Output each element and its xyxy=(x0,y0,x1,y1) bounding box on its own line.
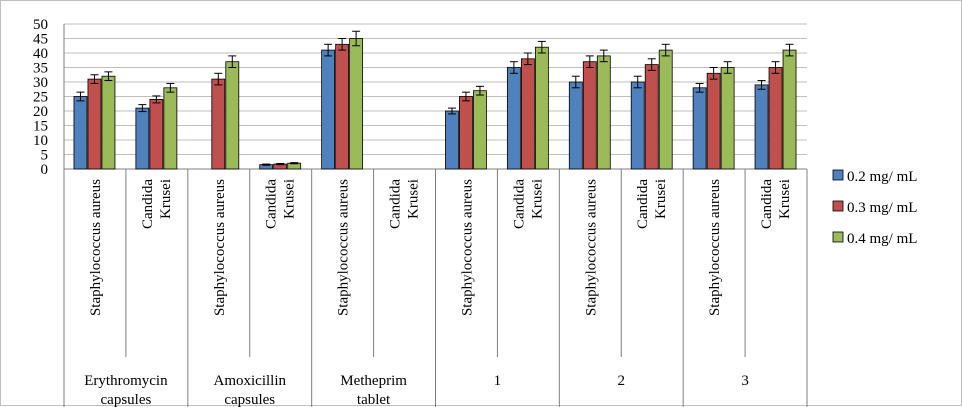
y-tick-label: 20 xyxy=(33,104,48,120)
bar xyxy=(754,84,769,170)
bar xyxy=(149,99,164,170)
group-label: Erythromycin xyxy=(84,373,168,389)
bar xyxy=(706,72,721,170)
bar xyxy=(534,46,549,170)
y-tick-label: 15 xyxy=(33,119,48,135)
legend: 0.2 mg/ mL 0.3 mg/ mL 0.4 mg/ mL xyxy=(832,169,917,247)
category-label-line: Candida xyxy=(264,179,280,229)
category-label-line: Krusei xyxy=(777,179,793,219)
bar xyxy=(568,81,583,170)
gridlines xyxy=(64,23,807,170)
bar xyxy=(582,61,597,170)
y-tick-label: 50 xyxy=(33,17,48,33)
category-label-line: Krusei xyxy=(158,179,174,219)
bar xyxy=(321,49,336,170)
x-axis-categories: Staphylococcus aureus Candida Krusei Staphy… xyxy=(63,169,808,407)
bar xyxy=(782,49,797,170)
group-label: 3 xyxy=(741,373,749,389)
bar xyxy=(506,67,521,170)
bar xyxy=(163,87,178,170)
bar xyxy=(644,64,659,170)
bar xyxy=(87,78,102,170)
bar xyxy=(658,49,673,170)
category-label-line: Krusei xyxy=(406,179,422,219)
bar xyxy=(473,90,487,170)
bar xyxy=(520,58,535,170)
category-label-line: Krusei xyxy=(653,179,669,219)
category-label: Staphylococcus aureus xyxy=(212,179,228,316)
y-tick-label: 30 xyxy=(33,75,48,91)
category-label: Staphylococcus aureus xyxy=(583,179,599,316)
group-label: Amoxicillin xyxy=(214,373,287,389)
bar xyxy=(349,38,364,170)
y-tick-label: 0 xyxy=(41,162,49,178)
bar xyxy=(720,67,735,170)
bar xyxy=(335,43,350,170)
y-tick-label: 40 xyxy=(33,46,48,62)
y-tick-label: 45 xyxy=(33,32,48,48)
category-label-line: Candida xyxy=(635,179,651,229)
category-label: Staphylococcus aureus xyxy=(459,179,475,316)
bar xyxy=(211,78,226,170)
bar xyxy=(73,96,88,170)
bars xyxy=(73,30,797,170)
group-label: Metheprim xyxy=(340,373,407,389)
legend-label: 0.2 mg/ mL xyxy=(847,169,917,185)
category-label-line: Krusei xyxy=(529,179,545,219)
bar xyxy=(692,87,707,170)
group-label: capsules xyxy=(224,392,275,407)
y-tick-label: 5 xyxy=(41,148,49,164)
category-label-line: Candida xyxy=(388,179,404,229)
category-label: Staphylococcus aureus xyxy=(707,179,723,316)
group-label: 2 xyxy=(618,373,626,389)
group-label: 1 xyxy=(494,373,502,389)
legend-swatch xyxy=(832,169,844,181)
legend-swatch xyxy=(832,231,844,243)
group-label: tablet xyxy=(357,392,391,407)
group-label: capsules xyxy=(101,392,152,407)
category-label: Staphylococcus aureus xyxy=(336,179,352,316)
y-tick-label: 35 xyxy=(33,61,48,77)
bar xyxy=(135,107,150,170)
legend-swatch xyxy=(832,200,844,212)
category-label-line: Candida xyxy=(759,179,775,229)
category-label-line: Candida xyxy=(140,179,156,229)
bar xyxy=(101,75,116,170)
category-label-line: Candida xyxy=(511,179,527,229)
category-label-line: Krusei xyxy=(282,179,298,219)
legend-label: 0.3 mg/ mL xyxy=(847,200,917,216)
bar xyxy=(630,81,645,170)
bar xyxy=(445,110,459,170)
category-label: Staphylococcus aureus xyxy=(88,179,104,316)
bar xyxy=(596,55,611,170)
y-tick-label: 10 xyxy=(33,133,48,149)
legend-label: 0.4 mg/ mL xyxy=(847,231,917,247)
bar xyxy=(768,67,783,170)
y-tick-label: 25 xyxy=(33,90,48,106)
bar xyxy=(459,96,473,170)
bar xyxy=(225,61,240,170)
